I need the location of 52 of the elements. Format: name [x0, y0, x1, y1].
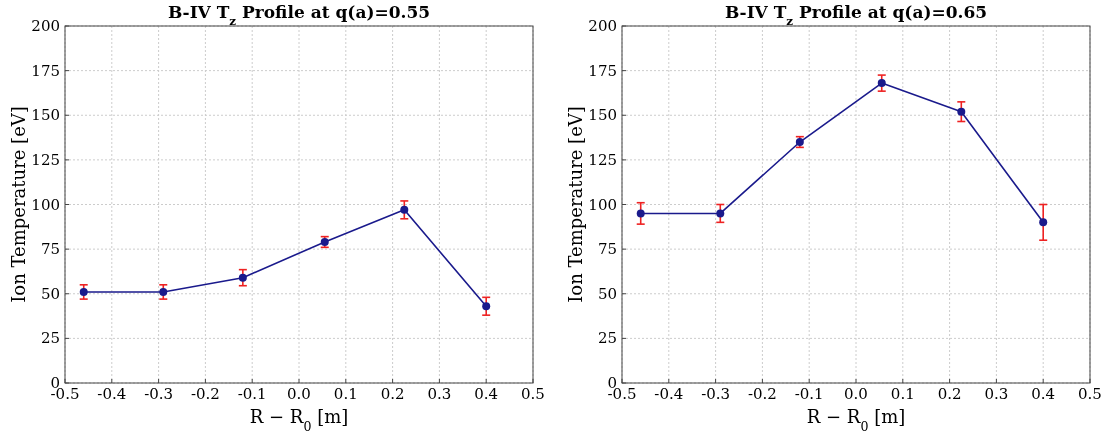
point: [1039, 218, 1048, 227]
x-tick-label: -0.2: [190, 385, 220, 403]
x-tick-label: -0.1: [237, 385, 267, 403]
x-tick-label: 0.5: [1078, 385, 1102, 403]
x-tick-label: -0.3: [144, 385, 174, 403]
point: [79, 287, 88, 296]
point: [400, 205, 409, 214]
y-tick-label: 50: [597, 284, 617, 303]
y-tick-label: 25: [597, 329, 617, 348]
x-tick-label: 0.4: [1031, 385, 1056, 403]
y-tick-label: 75: [597, 240, 617, 259]
point: [957, 107, 966, 116]
y-tick-label: 150: [31, 106, 60, 125]
x-tick-label: 0.3: [427, 385, 452, 403]
x-axis-title: R − R$_{0}$ [m]: [806, 406, 906, 431]
y-tick-label: 125: [31, 150, 60, 169]
y-tick-label: 100: [588, 195, 617, 214]
point: [636, 209, 645, 218]
y-tick-label: 150: [588, 106, 617, 125]
x-tick-label: -0.3: [701, 385, 731, 403]
point: [159, 287, 168, 296]
x-tick-label: 0.0: [844, 385, 868, 403]
x-tick-label: 0.1: [890, 385, 915, 403]
x-axis-title: R − R$_{0}$ [m]: [249, 406, 349, 431]
x-tick-label: 0.1: [333, 385, 358, 403]
y-tick-label: 125: [588, 150, 617, 169]
y-axis-title: Ion Temperature [eV]: [8, 106, 29, 303]
x-tick-label: -0.1: [794, 385, 824, 403]
chart-title: B-IV T$_{z}$ Profile at q(a)=0.65: [724, 2, 988, 28]
y-axis-title: Ion Temperature [eV]: [565, 106, 586, 303]
y-tick-label: 100: [31, 195, 60, 214]
y-tick-label: 175: [588, 61, 617, 80]
x-tick-label: 0.0: [287, 385, 311, 403]
point: [238, 273, 247, 282]
y-tick-label: 25: [40, 329, 60, 348]
x-tick-label: 0.3: [984, 385, 1009, 403]
x-tick-label: -0.2: [747, 385, 777, 403]
x-tick-label: 0.5: [521, 385, 545, 403]
x-tick-label: 0.2: [937, 385, 962, 403]
y-tick-label: 175: [31, 61, 60, 80]
y-tick-label: 75: [40, 240, 60, 259]
chart-title: B-IV T$_{z}$ Profile at q(a)=0.55: [167, 2, 431, 28]
y-tick-label: 50: [40, 284, 60, 303]
x-tick-label: -0.4: [654, 385, 684, 403]
point: [482, 302, 491, 311]
x-tick-label: 0.4: [474, 385, 499, 403]
y-tick-label: 200: [588, 17, 617, 35]
point: [716, 209, 725, 218]
x-tick-label: -0.4: [97, 385, 127, 403]
x-tick-label: 0.2: [380, 385, 405, 403]
point: [877, 79, 886, 88]
y-tick-label: 200: [31, 17, 60, 35]
